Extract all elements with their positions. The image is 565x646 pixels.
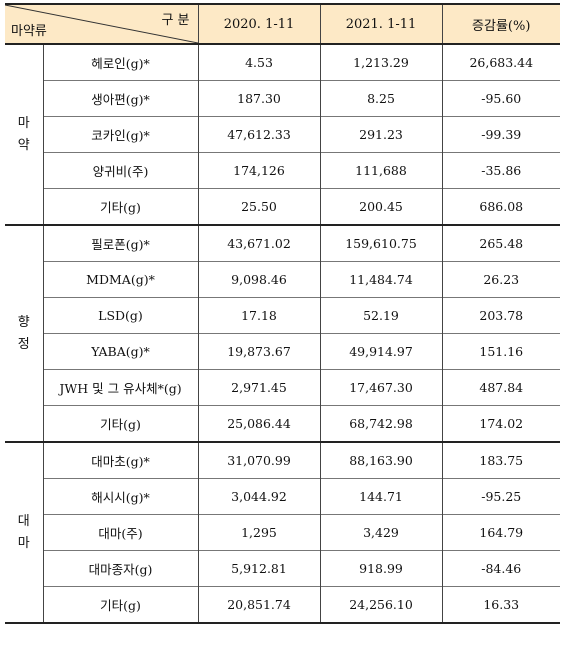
item-cell: 기타(g) [43,586,199,623]
diagonal-divider [5,5,198,43]
item-cell: LSD(g) [43,297,199,334]
value-2021-cell: 17,467.30 [320,369,443,406]
item-cell: 기타(g) [43,405,199,442]
table-row: 양귀비(주) 174,126 111,688 -35.86 [5,152,560,189]
change-rate-cell: 151.16 [442,333,560,370]
category-cell: 대 마 [5,441,44,623]
table-row: 마 약 헤로인(g)* 4.53 1,213.29 26,683.44 [5,44,560,225]
column-header-2020: 2020. 1-11 [198,4,321,44]
change-rate-cell: -99.39 [442,116,560,153]
table-row: 기타(g) 25.50 200.45 686.08 [5,188,560,225]
item-cell: 대마(주) [43,514,199,551]
table-row: 대마(주) 1,295 3,429 164.79 [5,514,560,551]
category-cell: 마 약 [5,44,44,225]
value-2020-cell: 187.30 [198,80,321,117]
value-2021-cell: 144.71 [320,478,443,515]
table-row: 대마종자(g) 5,912.81 918.99 -84.46 [5,550,560,587]
value-2020-cell: 9,098.46 [198,261,321,298]
value-2021-cell: 918.99 [320,550,443,587]
column-header-change: 증감률(%) [442,4,560,44]
corner-header-top: 구 분 [161,13,190,28]
change-rate-cell: 174.02 [442,405,560,442]
value-2021-cell: 52.19 [320,297,443,334]
value-2020-cell: 31,070.99 [198,441,321,479]
corner-header-bottom: 마약류 [11,24,47,39]
table-row: YABA(g)* 19,873.67 49,914.97 151.16 [5,333,560,370]
change-rate-cell: 487.84 [442,369,560,406]
value-2020-cell: 19,873.67 [198,333,321,370]
value-2020-cell: 43,671.02 [198,224,321,262]
value-2021-cell: 111,688 [320,152,443,189]
value-2021-cell: 88,163.90 [320,441,443,479]
column-header-2021: 2021. 1-11 [320,4,443,44]
change-rate-cell: -84.46 [442,550,560,587]
item-cell: 대마초(g)* [43,441,199,479]
value-2020-cell: 25.50 [198,188,321,225]
change-rate-cell: 26.23 [442,261,560,298]
item-cell: 대마종자(g) [43,550,199,587]
item-cell: 코카인(g)* [43,116,199,153]
item-cell: 필로폰(g)* [43,224,199,262]
value-2021-cell: 1,213.29 [320,44,443,81]
corner-header-cell: 구 분 마약류 [5,4,199,44]
table-row: 생아편(g)* 187.30 8.25 -95.60 [5,80,560,117]
value-2021-cell: 49,914.97 [320,333,443,370]
drug-seizure-table: 구 분 마약류 2020. 1-11 2021. 1-11 증감률(%) 마 약… [5,3,560,624]
table-row: 향 정 필로폰(g)* 43,671.02 159,610.75 265.48 [5,224,560,442]
item-cell: 헤로인(g)* [43,44,199,81]
item-cell: JWH 및 그 유사체*(g) [43,369,199,406]
value-2021-cell: 11,484.74 [320,261,443,298]
change-rate-cell: 164.79 [442,514,560,551]
value-2021-cell: 200.45 [320,188,443,225]
value-2021-cell: 68,742.98 [320,405,443,442]
drug-seizure-table-container: 구 분 마약류 2020. 1-11 2021. 1-11 증감률(%) 마 약… [5,3,560,643]
value-2020-cell: 25,086.44 [198,405,321,442]
item-cell: 생아편(g)* [43,80,199,117]
value-2020-cell: 2,971.45 [198,369,321,406]
value-2021-cell: 159,610.75 [320,224,443,262]
header-row: 구 분 마약류 2020. 1-11 2021. 1-11 증감률(%) [5,4,560,44]
change-rate-cell: 16.33 [442,586,560,623]
value-2020-cell: 4.53 [198,44,321,81]
value-2021-cell: 24,256.10 [320,586,443,623]
value-2020-cell: 174,126 [198,152,321,189]
value-2020-cell: 3,044.92 [198,478,321,515]
table-row: 코카인(g)* 47,612.33 291.23 -99.39 [5,116,560,153]
item-cell: MDMA(g)* [43,261,199,298]
value-2020-cell: 17.18 [198,297,321,334]
change-rate-cell: 686.08 [442,188,560,225]
value-2020-cell: 47,612.33 [198,116,321,153]
table-row: 기타(g) 25,086.44 68,742.98 174.02 [5,405,560,442]
change-rate-cell: 203.78 [442,297,560,334]
table-row: 대 마 대마초(g)* 31,070.99 88,163.90 183.75 [5,441,560,623]
item-cell: 기타(g) [43,188,199,225]
value-2021-cell: 3,429 [320,514,443,551]
value-2020-cell: 20,851.74 [198,586,321,623]
value-2020-cell: 1,295 [198,514,321,551]
change-rate-cell: 183.75 [442,441,560,479]
table-row: LSD(g) 17.18 52.19 203.78 [5,297,560,334]
change-rate-cell: -95.60 [442,80,560,117]
table-row: MDMA(g)* 9,098.46 11,484.74 26.23 [5,261,560,298]
table-row: 해시시(g)* 3,044.92 144.71 -95.25 [5,478,560,515]
change-rate-cell: 26,683.44 [469,55,534,70]
item-cell: 양귀비(주) [43,152,199,189]
change-rate-cell: -95.25 [442,478,560,515]
change-rate-cell: -35.86 [442,152,560,189]
value-2020-cell: 5,912.81 [198,550,321,587]
change-rate-cell: 265.48 [442,224,560,262]
item-cell: 해시시(g)* [43,478,199,515]
item-cell: YABA(g)* [43,333,199,370]
table-row: 기타(g) 20,851.74 24,256.10 16.33 [5,586,560,623]
category-cell: 향 정 [5,224,44,442]
value-2021-cell: 291.23 [320,116,443,153]
value-2021-cell: 8.25 [320,80,443,117]
table-row: JWH 및 그 유사체*(g) 2,971.45 17,467.30 487.84 [5,369,560,406]
